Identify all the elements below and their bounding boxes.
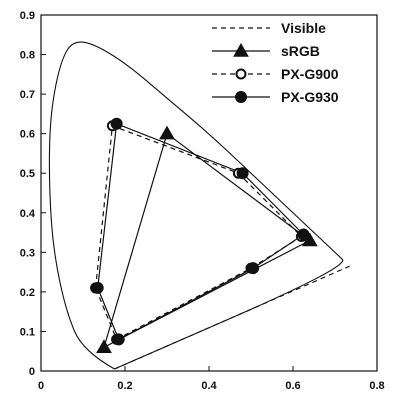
series-px-g930-point [91, 281, 104, 294]
series-visible-purple-line [114, 265, 350, 370]
series-srgb-line [103, 132, 311, 349]
legend-marker-px-g930 [235, 91, 247, 103]
y-tick-label: 0.5 [20, 168, 35, 180]
x-tick-label: 0.2 [117, 380, 132, 392]
legend-marker-px-g900 [235, 68, 247, 80]
series-px-g930-point [110, 117, 123, 130]
legend: Visible sRGB PX-G900 PX-G930 [212, 20, 339, 105]
y-tick-label: 0.2 [20, 287, 35, 299]
x-tick-label: 0 [38, 380, 44, 392]
y-tick-label: 0.9 [20, 10, 35, 22]
legend-label-visible: Visible [281, 20, 326, 36]
x-tick-label: 0.8 [369, 380, 384, 392]
series-srgb-point [159, 125, 175, 140]
series-px-g930-point [112, 333, 125, 346]
y-tick-label: 0.8 [20, 50, 35, 62]
x-tick-label: 0.6 [285, 380, 300, 392]
series-px-g930-point [247, 262, 260, 275]
y-tick-label: 0.7 [20, 89, 35, 101]
y-tick-label: 0.3 [20, 247, 35, 259]
axes: 0 0.2 0.4 0.6 0.8 0 0.1 0.2 0.3 0.4 0.5 0.6 0.7 0.8 0.… [20, 10, 385, 392]
series-px-g930-line [97, 122, 305, 341]
legend-label-srgb: sRGB [281, 43, 320, 59]
series-px-g900-line [95, 124, 303, 341]
y-tick-label: 0.4 [20, 208, 36, 220]
series-px-g930-point [297, 228, 310, 241]
series-srgb-point [96, 339, 112, 354]
legend-label-px-g900: PX-G900 [281, 66, 339, 82]
y-tick-label: 0 [29, 366, 35, 378]
y-tick-label: 0.1 [20, 326, 35, 338]
x-tick-label: 0.4 [201, 380, 217, 392]
series-visible-locus [48, 41, 344, 370]
y-tick-label: 0.6 [20, 129, 35, 141]
series-px-g930-point [236, 167, 249, 180]
data-markers [90, 117, 318, 354]
legend-marker-srgb [233, 42, 249, 57]
legend-label-px-g930: PX-G930 [281, 89, 339, 105]
